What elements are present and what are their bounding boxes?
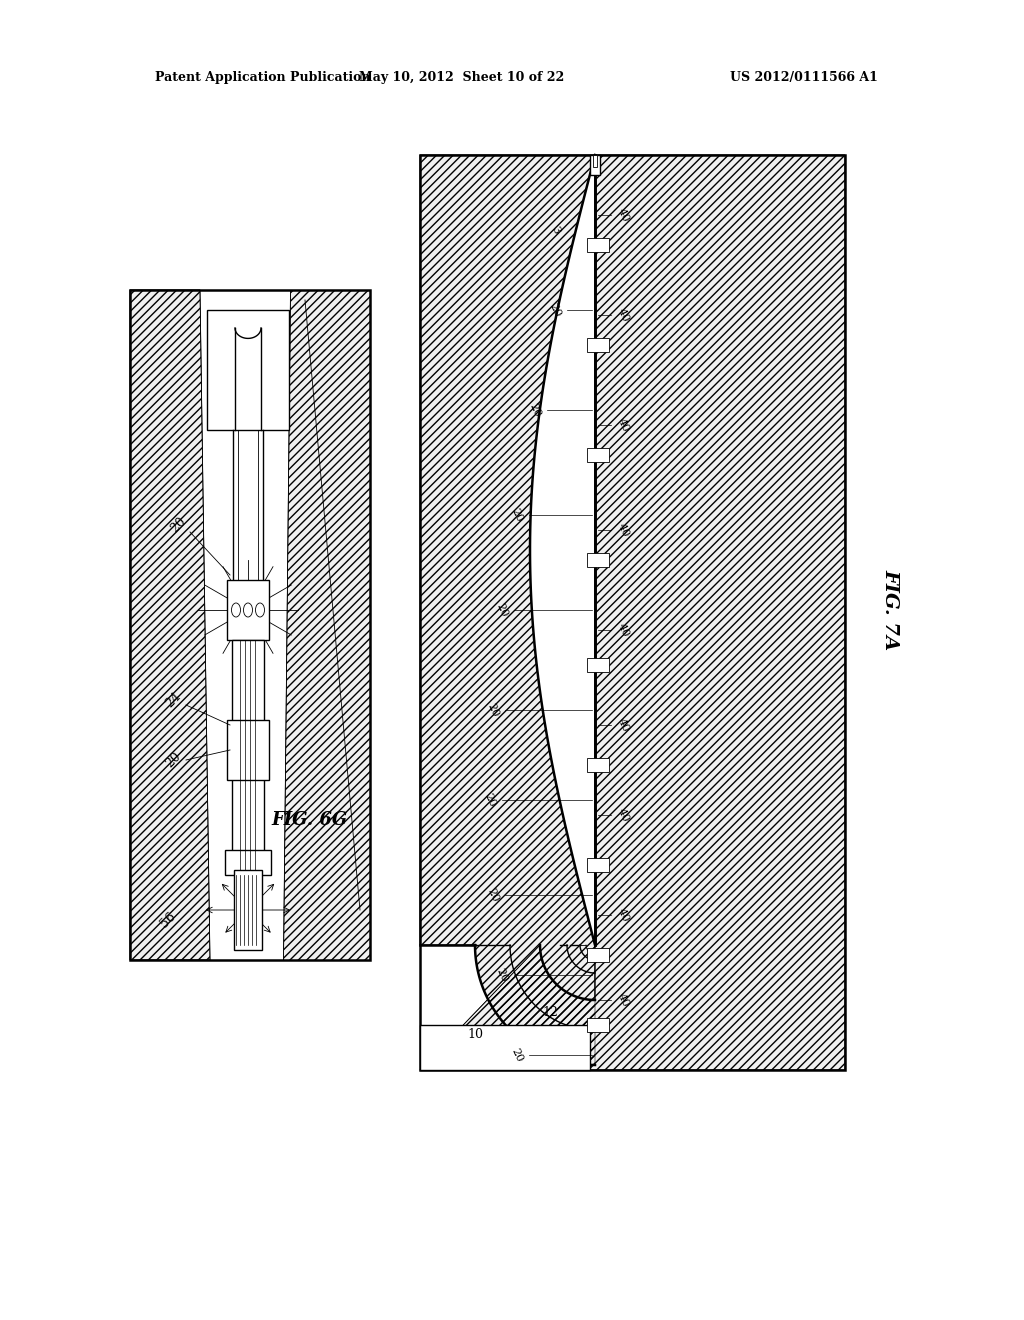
Bar: [587, 238, 609, 252]
Text: 20: 20: [168, 515, 188, 535]
Bar: [420, 1026, 590, 1071]
Text: 10: 10: [467, 1028, 483, 1041]
Text: 56: 56: [158, 909, 178, 931]
Polygon shape: [420, 154, 845, 1071]
Bar: [227, 579, 269, 640]
Bar: [227, 719, 269, 780]
Bar: [130, 290, 370, 960]
Text: 20: 20: [485, 887, 501, 904]
Bar: [232, 640, 264, 870]
Text: 40: 40: [615, 521, 631, 539]
Text: 40: 40: [615, 991, 631, 1008]
Text: 20: 20: [527, 401, 543, 418]
Bar: [587, 948, 609, 962]
Bar: [587, 758, 609, 772]
Text: FIG. 6G: FIG. 6G: [272, 810, 348, 829]
Text: 20: 20: [509, 1047, 524, 1064]
Text: 40: 40: [615, 206, 631, 223]
Text: 20: 20: [495, 966, 510, 983]
Text: 40: 40: [615, 622, 631, 639]
Polygon shape: [420, 154, 595, 1065]
Text: 12: 12: [542, 1006, 558, 1019]
Bar: [587, 1018, 609, 1032]
Text: 40: 40: [615, 306, 631, 323]
Text: May 10, 2012  Sheet 10 of 22: May 10, 2012 Sheet 10 of 22: [359, 71, 564, 84]
Polygon shape: [283, 290, 370, 960]
Bar: [587, 338, 609, 352]
Text: 24: 24: [163, 690, 183, 710]
Bar: [233, 430, 263, 579]
Polygon shape: [130, 290, 210, 960]
Text: 40: 40: [615, 907, 631, 924]
Text: 20: 20: [495, 602, 510, 619]
Bar: [420, 154, 845, 1071]
Text: 40: 40: [615, 807, 631, 824]
Text: US 2012/0111566 A1: US 2012/0111566 A1: [730, 71, 878, 84]
Bar: [587, 858, 609, 873]
Bar: [590, 154, 600, 176]
Text: 40: 40: [615, 416, 631, 433]
Bar: [593, 154, 597, 168]
Bar: [587, 657, 609, 672]
Text: FIG. 7A: FIG. 7A: [881, 569, 899, 651]
Text: 40: 40: [615, 717, 631, 734]
Text: 20: 20: [485, 701, 501, 718]
Text: 20: 20: [482, 792, 498, 809]
Text: Patent Application Publication: Patent Application Publication: [155, 71, 371, 84]
Text: 20: 20: [163, 750, 183, 770]
Bar: [587, 447, 609, 462]
Text: 3: 3: [549, 224, 561, 235]
Bar: [207, 310, 289, 430]
Text: 20: 20: [509, 507, 524, 524]
Bar: [587, 553, 609, 568]
Bar: [234, 870, 262, 950]
Text: 20: 20: [548, 301, 562, 318]
Bar: [225, 850, 271, 875]
